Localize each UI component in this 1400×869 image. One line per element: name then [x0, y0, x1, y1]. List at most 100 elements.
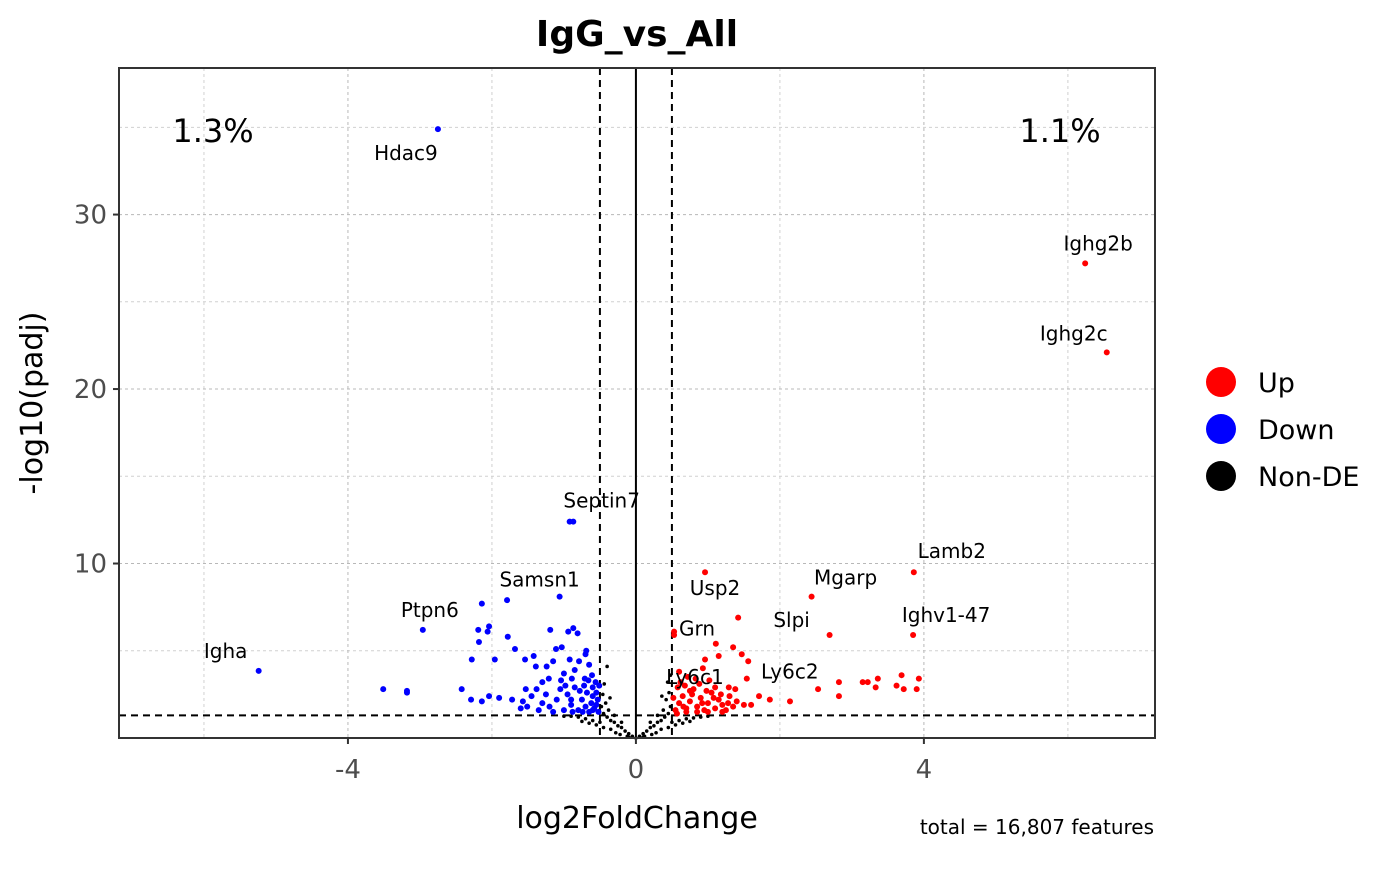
point-down: [530, 652, 537, 659]
point-up: [702, 569, 709, 576]
point-down: [478, 600, 485, 607]
point-non-de: [659, 727, 663, 732]
point-down: [557, 686, 564, 693]
point-down: [566, 518, 573, 525]
point-down: [522, 686, 529, 693]
point-down: [582, 703, 589, 710]
gene-label: Ly6c2: [761, 660, 819, 684]
point-non-de: [594, 723, 599, 727]
point-non-de: [648, 720, 653, 725]
point-up: [730, 644, 737, 651]
point-non-de: [691, 716, 696, 720]
point-down: [547, 626, 554, 633]
point-down: [528, 693, 535, 700]
point-down: [574, 630, 581, 637]
point-up: [745, 658, 752, 665]
point-up: [712, 684, 719, 691]
legend-label: Up: [1258, 368, 1295, 399]
point-up: [743, 675, 750, 682]
gene-label: Lamb2: [918, 539, 986, 563]
point-non-de: [605, 715, 609, 719]
point-up: [706, 677, 713, 684]
point-non-de: [587, 721, 591, 725]
pct-up: 1.1%: [1019, 112, 1100, 150]
points: [255, 126, 1110, 740]
point-non-de: [648, 725, 653, 730]
point-down: [558, 677, 565, 684]
point-non-de: [668, 704, 673, 709]
point-non-de: [670, 720, 674, 725]
point-down: [468, 696, 475, 703]
point-down: [496, 694, 503, 701]
point-non-de: [654, 730, 658, 735]
gene-label: Ighg2b: [1063, 231, 1132, 255]
reference-lines: [119, 68, 1155, 738]
gene-label: Mgarp: [814, 566, 877, 590]
point-up: [715, 696, 722, 703]
point-non-de: [603, 701, 608, 705]
gene-label: Hdac9: [374, 141, 438, 165]
point-up: [915, 675, 922, 682]
point-up: [732, 686, 739, 693]
point-down: [504, 633, 511, 640]
point-non-de: [590, 718, 595, 723]
gene-label: Ptpn6: [401, 598, 459, 622]
point-down: [583, 689, 590, 696]
point-non-de: [684, 717, 689, 721]
point-down: [539, 679, 546, 686]
point-down: [255, 667, 262, 674]
point-up: [910, 632, 917, 639]
point-down: [578, 696, 585, 703]
point-non-de: [598, 720, 602, 725]
caption: total = 16,807 features: [920, 815, 1154, 839]
point-down: [562, 682, 569, 689]
point-up: [725, 700, 732, 707]
point-up: [808, 593, 815, 600]
point-non-de: [666, 725, 671, 730]
point-up: [735, 614, 742, 621]
point-down: [517, 705, 524, 712]
point-non-de: [599, 704, 604, 709]
grid: [119, 68, 1155, 738]
point-non-de: [664, 697, 668, 702]
point-up: [725, 684, 732, 691]
point-down: [545, 675, 552, 682]
chart-title: IgG_vs_All: [536, 14, 738, 55]
point-down: [522, 656, 529, 663]
point-up: [673, 710, 680, 717]
point-non-de: [668, 673, 673, 677]
point-down: [595, 708, 602, 715]
point-non-de: [623, 729, 627, 733]
point-down: [568, 701, 575, 708]
legend-swatch-non-de: [1206, 461, 1236, 491]
point-down: [535, 707, 542, 714]
point-non-de: [601, 711, 606, 716]
legend-label: Down: [1258, 415, 1335, 446]
point-up: [910, 569, 917, 576]
point-non-de: [619, 725, 624, 730]
pct-down: 1.3%: [172, 112, 253, 150]
point-up: [712, 705, 719, 712]
point-down: [553, 696, 560, 703]
point-down: [434, 126, 441, 133]
point-non-de: [576, 715, 581, 719]
point-non-de: [606, 708, 611, 712]
point-up: [703, 687, 710, 694]
point-up: [815, 686, 822, 693]
point-down: [558, 644, 565, 651]
point-non-de: [665, 680, 670, 684]
point-up: [1103, 349, 1110, 356]
point-up: [708, 689, 715, 696]
point-non-de: [660, 694, 664, 698]
gene-label: Usp2: [690, 576, 740, 600]
point-up: [677, 679, 684, 686]
point-up: [670, 694, 677, 701]
point-up: [859, 679, 866, 686]
gene-label: Septin7: [563, 489, 640, 513]
point-down: [586, 661, 593, 668]
legend-label: Non-DE: [1258, 462, 1359, 493]
point-down: [478, 698, 485, 705]
point-non-de: [602, 682, 607, 686]
point-up: [766, 696, 773, 703]
